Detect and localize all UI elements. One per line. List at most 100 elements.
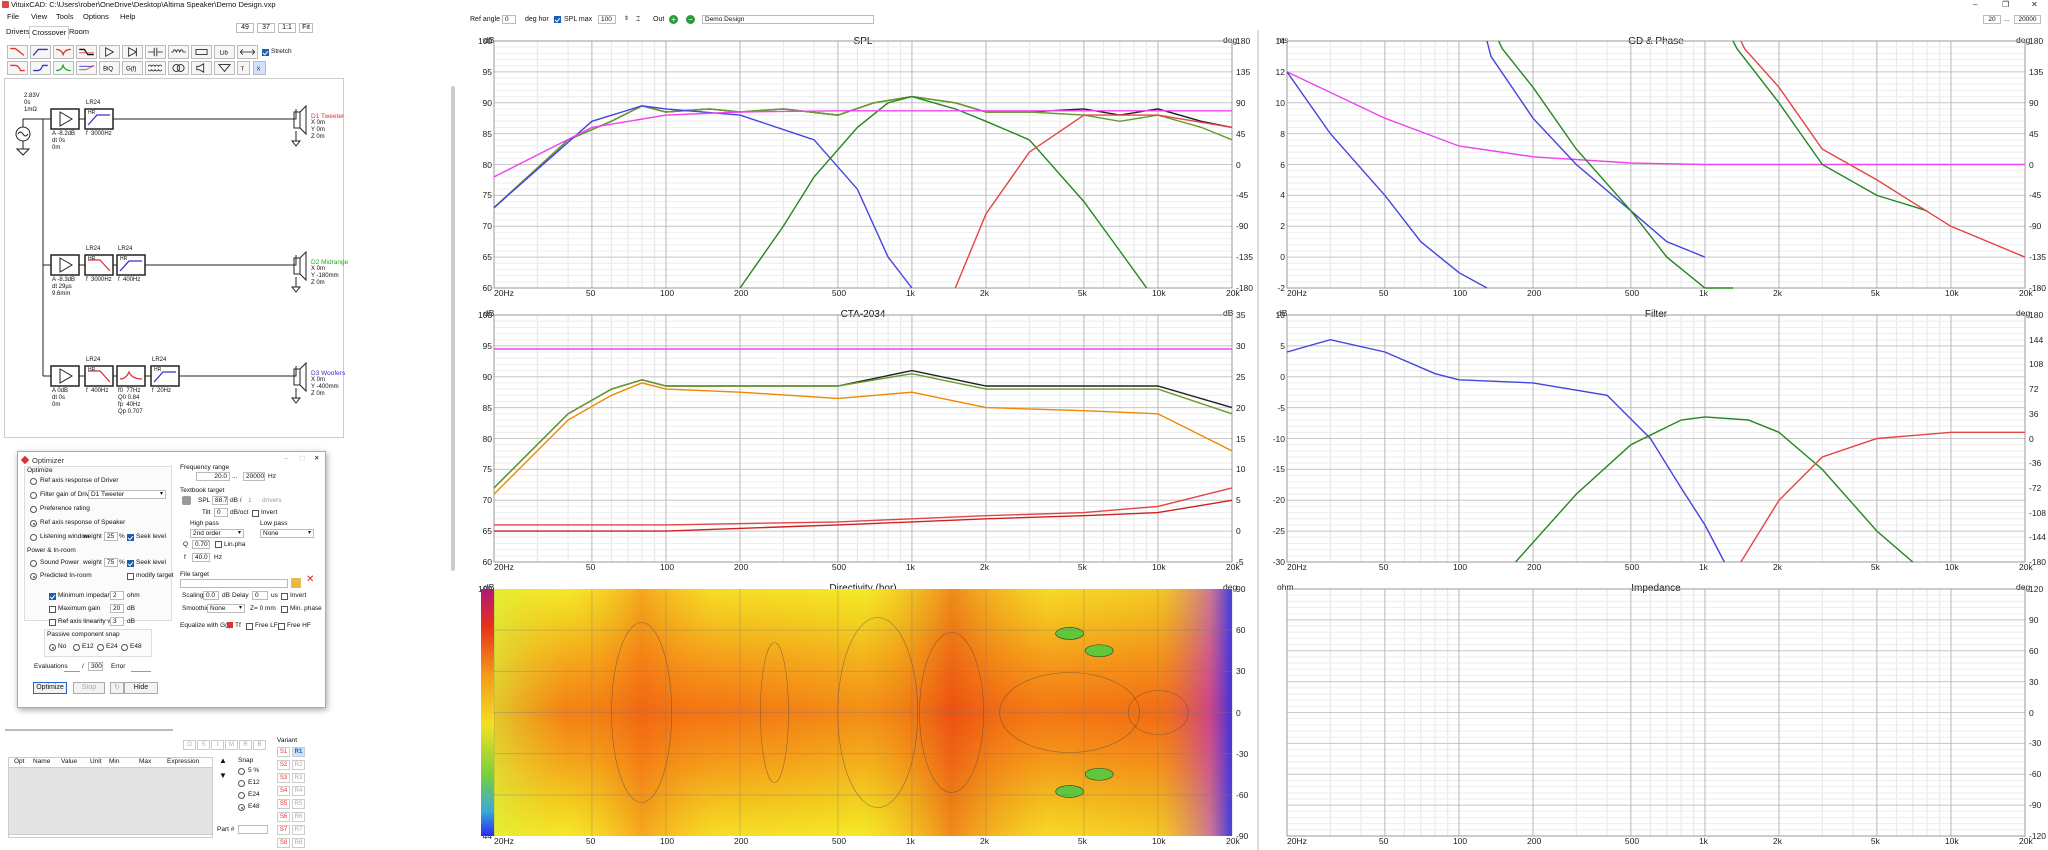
remove-icon[interactable]: − (686, 15, 695, 24)
target-icon[interactable] (182, 496, 191, 505)
arrows-button[interactable] (237, 45, 258, 59)
opt-driver-radio[interactable] (30, 478, 37, 485)
f-input[interactable]: 40.0 (192, 553, 210, 562)
filter-plot[interactable] (1286, 314, 2026, 563)
variant-s8-button[interactable]: S8 (277, 838, 290, 848)
biquad-button[interactable]: BiQ (99, 61, 120, 75)
tab-crossover[interactable]: Crossover (29, 26, 70, 39)
gd-plot[interactable] (1286, 40, 2026, 289)
shelf-red-button[interactable] (7, 61, 28, 75)
zoom-x-field[interactable]: 49 (236, 23, 254, 33)
part-input[interactable] (238, 825, 268, 834)
crossover-schematic[interactable]: 2.83V 0s 1mΩ A -8.2dB dt 0s 0m LR24 HR f… (4, 78, 348, 438)
lw-seek-checkbox[interactable] (127, 534, 134, 541)
crosshair-icon[interactable]: ⌶ (636, 16, 641, 23)
stop-button[interactable]: Stop (73, 682, 105, 694)
minimp-checkbox[interactable] (49, 593, 56, 600)
variant-s1-button[interactable]: S1 (277, 747, 290, 757)
snap-e12-radio[interactable] (73, 644, 80, 651)
variant-s6-button[interactable]: S6 (277, 812, 290, 822)
param-s-button[interactable]: S (197, 740, 210, 750)
smoothing-select[interactable]: None (207, 604, 245, 613)
param-o-button[interactable]: O (183, 740, 196, 750)
variant-r6-button[interactable]: R6 (292, 812, 305, 822)
tab-drivers[interactable]: Drivers (6, 27, 30, 36)
variant-s3-button[interactable]: S3 (277, 773, 290, 783)
splitter[interactable] (5, 729, 173, 731)
delay-input[interactable]: 0 (252, 591, 268, 600)
maxgain-input[interactable]: 20 (110, 604, 124, 613)
freehf-checkbox[interactable] (278, 623, 285, 630)
add-icon[interactable]: + (669, 15, 678, 24)
opt-speaker-radio[interactable] (30, 520, 37, 527)
delete-tool-button[interactable]: X (253, 61, 266, 75)
allpass-button[interactable] (76, 61, 97, 75)
minimize-button[interactable]: – (1973, 0, 1978, 9)
dir-plot[interactable] (493, 589, 1233, 836)
linearity-input[interactable]: 3 (110, 617, 124, 626)
move-down-icon[interactable]: ▼ (219, 771, 227, 780)
minimp-input[interactable]: 2 (110, 591, 124, 600)
folder-open-icon[interactable] (291, 578, 301, 588)
modify-target-checkbox[interactable] (127, 573, 134, 580)
lw-weight-input[interactable]: 25 (104, 532, 118, 541)
cta-plot[interactable] (493, 314, 1233, 563)
variant-r3-button[interactable]: R3 (292, 773, 305, 783)
range-high-input[interactable]: 20000 (2014, 15, 2041, 24)
variant-s5-button[interactable]: S5 (277, 799, 290, 809)
snap-5pct-radio[interactable] (238, 768, 245, 775)
opt-filtergain-radio[interactable] (30, 492, 37, 499)
tab-room[interactable]: Room (69, 27, 90, 36)
menu-help[interactable]: Help (120, 12, 136, 21)
stretch-checkbox[interactable] (262, 49, 269, 56)
spl-input[interactable]: 88.7 (212, 496, 228, 505)
hp-select[interactable]: 2nd order (190, 529, 244, 538)
range-low-input[interactable]: 20 (1983, 15, 2001, 24)
inductor-button[interactable] (168, 45, 189, 59)
buffer-button[interactable] (99, 45, 120, 59)
snap-e24-radio[interactable] (97, 644, 104, 651)
snap-e24b-radio[interactable] (238, 792, 245, 799)
scaling-input[interactable]: 0.0 (203, 591, 219, 600)
param-m-button[interactable]: M (225, 740, 238, 750)
file-invert-checkbox[interactable] (281, 593, 288, 600)
optimize-button[interactable]: Optimize (33, 682, 67, 694)
text-tool-button[interactable]: T (237, 61, 250, 75)
ref-angle-input[interactable]: 0 (502, 15, 516, 24)
driver-select[interactable]: D1 Tweeter (88, 490, 166, 499)
maxgain-checkbox[interactable] (49, 606, 56, 613)
speaker-button[interactable] (191, 61, 212, 75)
snap-e48-radio[interactable] (121, 644, 128, 651)
opt-preference-radio[interactable] (30, 506, 37, 513)
imp-plot[interactable] (1286, 588, 2026, 837)
clear-target-icon[interactable]: ✕ (306, 574, 315, 585)
zoom-y-field[interactable]: 37 (257, 23, 275, 33)
spin-icon[interactable]: ⇕ (624, 16, 630, 22)
bandpass-filter-button[interactable] (76, 45, 97, 59)
capacitor-button[interactable] (145, 45, 166, 59)
shelf-blue-button[interactable] (30, 61, 51, 75)
invert-checkbox[interactable] (252, 510, 259, 517)
param-r-button[interactable]: R (239, 740, 252, 750)
param-b-button[interactable]: B (253, 740, 266, 750)
variant-r1-button[interactable]: R1 (292, 747, 305, 757)
snap-e12b-radio[interactable] (238, 780, 245, 787)
schematic-scrollbar[interactable] (451, 86, 455, 571)
menu-options[interactable]: Options (83, 12, 109, 21)
freq-high-input[interactable]: 20000 (243, 472, 265, 481)
q-input[interactable]: 0.707 (192, 540, 210, 549)
variant-r2-button[interactable]: R2 (292, 760, 305, 770)
variant-r5-button[interactable]: R5 (292, 799, 305, 809)
opt-min-button[interactable]: – (284, 455, 288, 462)
minphase-checkbox[interactable] (281, 606, 288, 613)
variant-r8-button[interactable]: R8 (292, 838, 305, 848)
coupling-button[interactable] (168, 61, 189, 75)
zoom-1to1-button[interactable]: 1:1 (278, 23, 296, 33)
tilt-input[interactable]: 0 (214, 508, 228, 517)
lp-filter-blue-button[interactable] (30, 45, 51, 59)
ground-button[interactable] (214, 61, 235, 75)
freq-low-input[interactable]: 20.0 (196, 472, 230, 481)
resistor-button[interactable] (191, 45, 212, 59)
zoom-fit-button[interactable]: Fit (299, 23, 313, 33)
eval-max-input[interactable]: 300 (88, 662, 103, 671)
